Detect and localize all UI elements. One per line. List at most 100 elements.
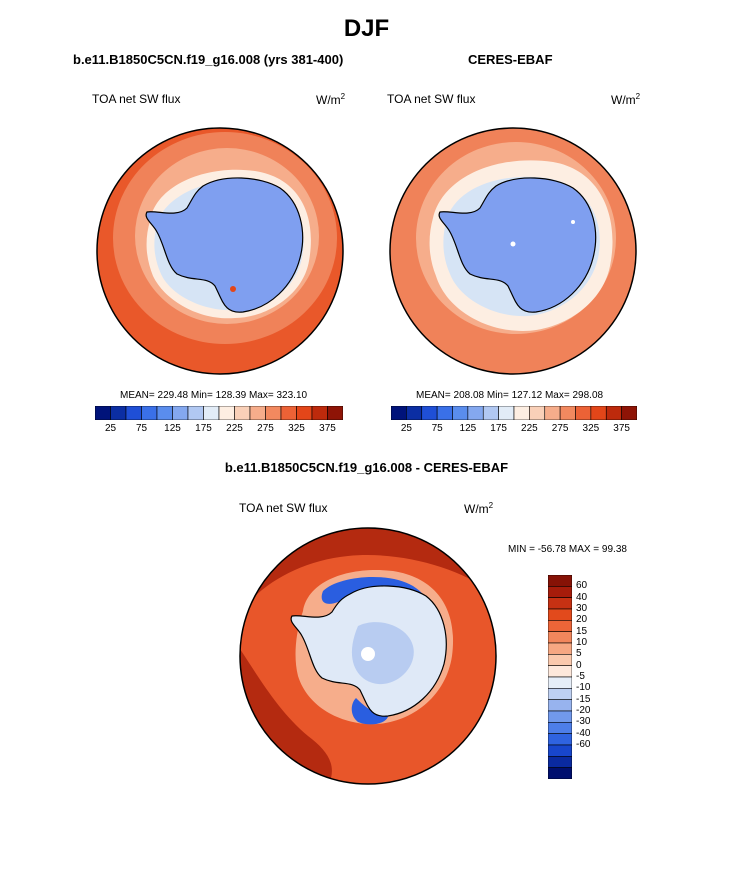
diff-colorbar-swatch (548, 642, 572, 655)
right-colorbar-swatch (452, 406, 469, 420)
diff-colorbar-swatch (548, 620, 572, 632)
diff-colorbar-swatch (548, 699, 572, 712)
diff-colorbar-swatch (548, 710, 572, 723)
diff-colorbar-tick-label: 40 (576, 591, 588, 603)
right-map-white-spot (571, 220, 575, 224)
right-colorbar-swatch (590, 406, 607, 420)
left-colorbar-ticks: 25 75 125 175 225 275 325 375 (95, 423, 343, 437)
left-colorbar-swatch (311, 406, 328, 420)
right-colorbar-swatch (482, 406, 499, 420)
right-colorbar-tick-label: 125 (459, 423, 477, 434)
left-colorbar-swatch (218, 406, 235, 420)
diff-colorbar-swatch (548, 586, 572, 598)
diff-colorbar-swatch (548, 597, 572, 610)
diff-map-north-high (240, 528, 496, 616)
diff-colorbar-tick-label: -15 (576, 693, 591, 705)
left-colorbar-tick-label: 325 (288, 423, 305, 434)
diff-map-pole-hole (361, 647, 375, 661)
diff-panel-variable: TOA net SW flux (239, 501, 328, 515)
diff-colorbar-swatch (548, 767, 572, 779)
right-panel-stats: MEAN= 208.08 Min= 127.12 Max= 298.08 (416, 390, 604, 401)
diff-panel-title: b.e11.B1850C5CN.f19_g16.008 - CERES-EBAF (224, 460, 509, 475)
left-colorbar-swatch (203, 406, 220, 420)
diff-colorbar-tick-label: -20 (576, 705, 591, 716)
left-polar-map (96, 127, 344, 375)
right-colorbar-tick-label: 75 (431, 423, 443, 434)
right-colorbar-swatch (544, 406, 561, 420)
diff-colorbar-swatch (548, 756, 572, 768)
left-colorbar-tick-label: 75 (135, 423, 148, 434)
left-panel-title: b.e11.B1850C5CN.f19_g16.008 (yrs 381-400… (73, 52, 344, 67)
right-colorbar-ticks: 25 75 125 175 225 275 325 375 (391, 423, 637, 437)
diff-colorbar-ticks: 60 40 30 20 15 10 5 0 -5 -10 -15 -20 -30 -40 -60 (576, 575, 606, 779)
left-colorbar-swatch (156, 406, 173, 420)
left-colorbar-tick-label: 25 (104, 423, 117, 434)
right-map-antarctica (438, 177, 597, 313)
diff-colorbar-tick-label: 20 (576, 614, 588, 626)
left-panel-stats: MEAN= 229.48 Min= 128.39 Max= 323.10 (120, 390, 308, 401)
left-colorbar-swatch (280, 406, 297, 420)
right-colorbar (391, 406, 637, 420)
figure-title: DJF (343, 15, 390, 42)
right-colorbar-tick-label: 25 (400, 423, 412, 434)
left-colorbar-swatch (172, 406, 189, 420)
right-colorbar-swatch (513, 406, 530, 420)
diff-colorbar-tick-label: -10 (576, 682, 591, 694)
right-colorbar-swatch (436, 406, 453, 420)
left-panel-variable: TOA net SW flux (92, 92, 181, 106)
left-colorbar-tick-label: 275 (257, 423, 274, 434)
diff-colorbar-tick-label: 30 (576, 603, 588, 614)
diff-colorbar-swatch (548, 665, 572, 678)
diff-panel-units: W/m2 (464, 501, 494, 516)
left-colorbar-tick-label: 125 (164, 423, 181, 434)
right-colorbar-swatch (467, 406, 484, 420)
diff-colorbar-tick-label: -5 (576, 671, 585, 682)
diff-colorbar-tick-label: -40 (576, 727, 591, 739)
diff-colorbar-swatch (548, 733, 572, 746)
left-colorbar-swatch (327, 406, 343, 420)
left-colorbar-swatch (95, 406, 111, 420)
right-colorbar-tick-label: 225 (521, 423, 538, 434)
right-colorbar-swatch (529, 406, 546, 420)
right-colorbar-swatch (559, 406, 576, 420)
diff-colorbar-swatch (548, 744, 572, 757)
right-colorbar-swatch (605, 406, 622, 420)
diff-colorbar-swatch (548, 722, 572, 734)
right-panel-title: CERES-EBAF (468, 52, 553, 67)
right-colorbar-swatch (406, 406, 423, 420)
diff-colorbar (548, 575, 572, 779)
diff-map-negative-south (351, 698, 389, 725)
diff-colorbar-tick-label: 0 (576, 659, 582, 671)
left-colorbar-swatch (110, 406, 127, 420)
right-colorbar-swatch (621, 406, 637, 420)
left-colorbar (95, 406, 343, 420)
diff-colorbar-tick-label: 5 (576, 648, 582, 660)
diff-colorbar-swatch (548, 688, 572, 700)
left-colorbar-swatch (125, 406, 142, 420)
diff-colorbar-swatch (548, 654, 572, 666)
diff-colorbar-swatch (548, 676, 572, 689)
right-colorbar-swatch (421, 406, 438, 420)
diff-map-interior-patch (351, 622, 414, 685)
right-panel-variable: TOA net SW flux (387, 92, 476, 106)
diff-polar-map (239, 527, 497, 785)
right-colorbar-tick-label: 275 (551, 423, 569, 434)
diff-colorbar-swatch (548, 631, 572, 644)
diff-colorbar-tick-label: 60 (576, 580, 588, 592)
right-colorbar-tick-label: 375 (613, 423, 630, 434)
diff-colorbar-tick-label: -60 (576, 739, 591, 750)
right-map-pole-marker (510, 241, 516, 247)
left-map-antarctica (145, 177, 304, 313)
diff-colorbar-tick-label: 10 (576, 637, 588, 648)
left-colorbar-tick-label: 225 (226, 423, 243, 434)
left-panel-units: W/m2 (316, 92, 346, 107)
diff-colorbar-tick-label: -30 (576, 716, 591, 728)
diff-panel-minmax: MIN = -56.78 MAX = 99.38 (508, 544, 627, 555)
diff-colorbar-swatch (548, 608, 572, 621)
diff-colorbar-swatch (548, 575, 572, 587)
right-colorbar-tick-label: 175 (490, 423, 507, 434)
left-colorbar-swatch (187, 406, 204, 420)
left-colorbar-tick-label: 175 (195, 423, 212, 434)
left-colorbar-tick-label: 375 (319, 423, 336, 434)
right-polar-map (389, 127, 637, 375)
